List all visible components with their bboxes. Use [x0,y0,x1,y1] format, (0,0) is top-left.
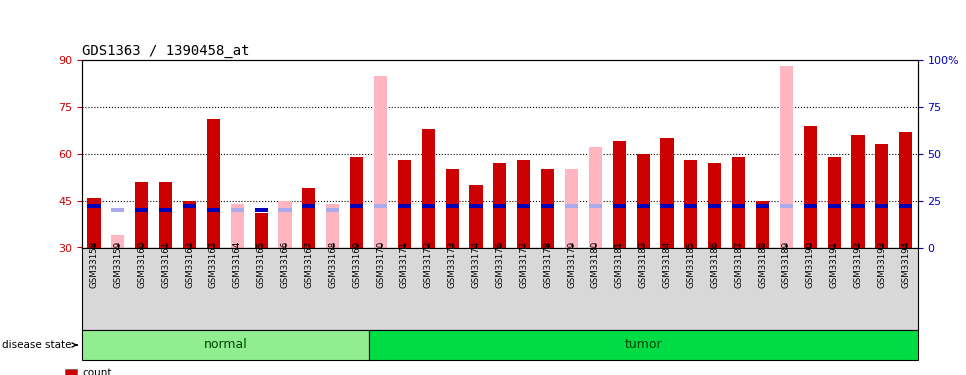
Bar [82,330,369,360]
Bar [327,204,339,248]
Bar [875,204,889,208]
Bar [327,208,339,212]
Bar [756,201,769,248]
Text: normal: normal [204,339,247,351]
Bar [111,235,125,248]
Bar [302,204,316,208]
Bar [851,204,865,208]
Text: count: count [82,368,112,375]
Bar [135,208,149,212]
Bar [445,204,459,208]
Bar [541,170,554,248]
Bar [589,147,602,248]
Text: disease state: disease state [2,340,77,350]
Bar [350,157,363,248]
Bar [684,160,697,248]
Bar [159,208,172,212]
Bar [612,141,626,248]
Bar [207,208,220,212]
Bar [780,204,793,208]
Bar [302,188,316,248]
Bar [732,204,745,208]
Bar [899,204,912,208]
Bar [804,126,817,248]
Bar [278,201,292,248]
Bar [183,204,196,208]
Bar [398,160,411,248]
Bar [612,204,626,208]
Bar [828,157,840,248]
Bar [374,204,387,208]
Bar [494,204,506,208]
Bar [517,160,530,248]
Bar [494,163,506,248]
Bar [445,170,459,248]
Bar [207,119,220,248]
Bar [875,144,889,248]
Bar [255,213,268,248]
Bar [661,204,673,208]
Bar [350,204,363,208]
Bar [231,204,243,248]
Bar [541,204,554,208]
Bar [637,154,650,248]
Bar [231,208,243,212]
Bar [565,170,578,248]
Bar [159,182,172,248]
Bar [278,208,292,212]
Bar [637,204,650,208]
Bar [135,182,149,248]
Bar [565,204,578,208]
Bar [469,185,483,248]
Bar [422,204,435,208]
Bar [708,163,722,248]
Bar [469,204,483,208]
Bar [66,369,77,375]
Bar [422,129,435,248]
Bar [756,204,769,208]
Bar [899,132,912,248]
Text: tumor: tumor [624,339,662,351]
Text: GDS1363 / 1390458_at: GDS1363 / 1390458_at [82,44,249,58]
Bar [374,76,387,248]
Bar [88,198,100,248]
Bar [661,138,673,248]
Bar [589,204,602,208]
Bar [369,330,918,360]
Bar [828,204,840,208]
Bar [183,201,196,248]
Bar [255,208,268,212]
Bar [851,135,865,248]
Bar [804,204,817,208]
Bar [684,204,697,208]
Bar [517,204,530,208]
Bar [732,157,745,248]
Bar [780,66,793,248]
Bar [398,204,411,208]
Bar [111,208,125,212]
Bar [708,204,722,208]
Bar [88,204,100,208]
